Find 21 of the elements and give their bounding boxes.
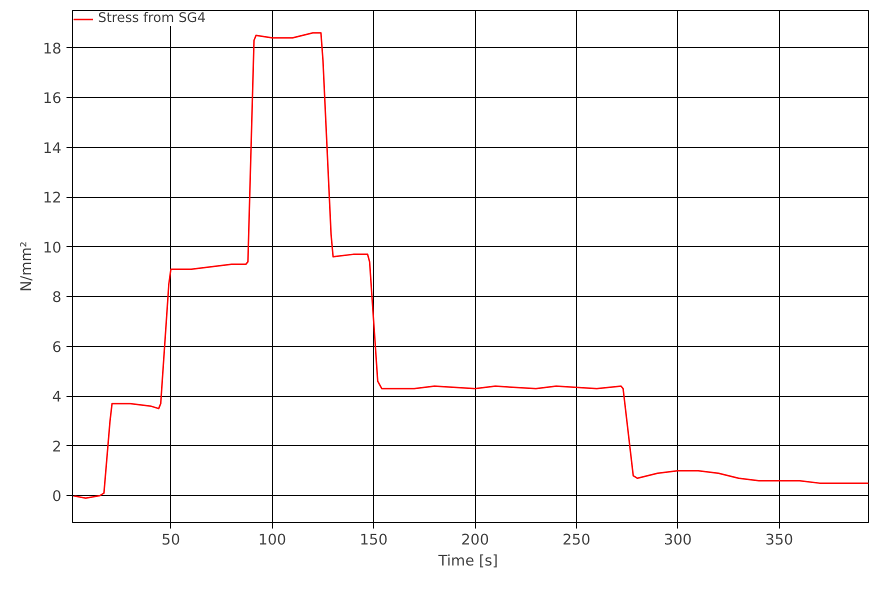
y-tick-label: 16: [42, 90, 62, 108]
x-tick-label: 250: [562, 532, 590, 548]
y-tick-label: 4: [52, 388, 62, 406]
x-axis-title: Time [s]: [437, 552, 498, 570]
y-axis-title: N/mm²: [18, 241, 35, 292]
y-tick-label: 8: [52, 289, 62, 306]
x-tick-label: 300: [664, 532, 692, 548]
y-tick-label: 10: [42, 239, 62, 256]
x-tick-label: 50: [162, 532, 180, 548]
y-tick-label: 12: [42, 190, 62, 207]
y-tick-label: 0: [52, 488, 62, 506]
x-tick-label: 150: [360, 532, 388, 548]
legend-label: Stress from SG4: [98, 11, 206, 26]
y-tick-label: 6: [52, 338, 62, 356]
y-tick-label: 14: [42, 140, 62, 157]
x-tick-label: 100: [258, 532, 286, 548]
x-tick-label: 200: [461, 532, 490, 548]
y-tick-label: 18: [42, 40, 62, 58]
line-series: [72, 32, 868, 499]
y-tick-label: 2: [52, 438, 62, 456]
x-tick-label: 350: [765, 532, 794, 548]
